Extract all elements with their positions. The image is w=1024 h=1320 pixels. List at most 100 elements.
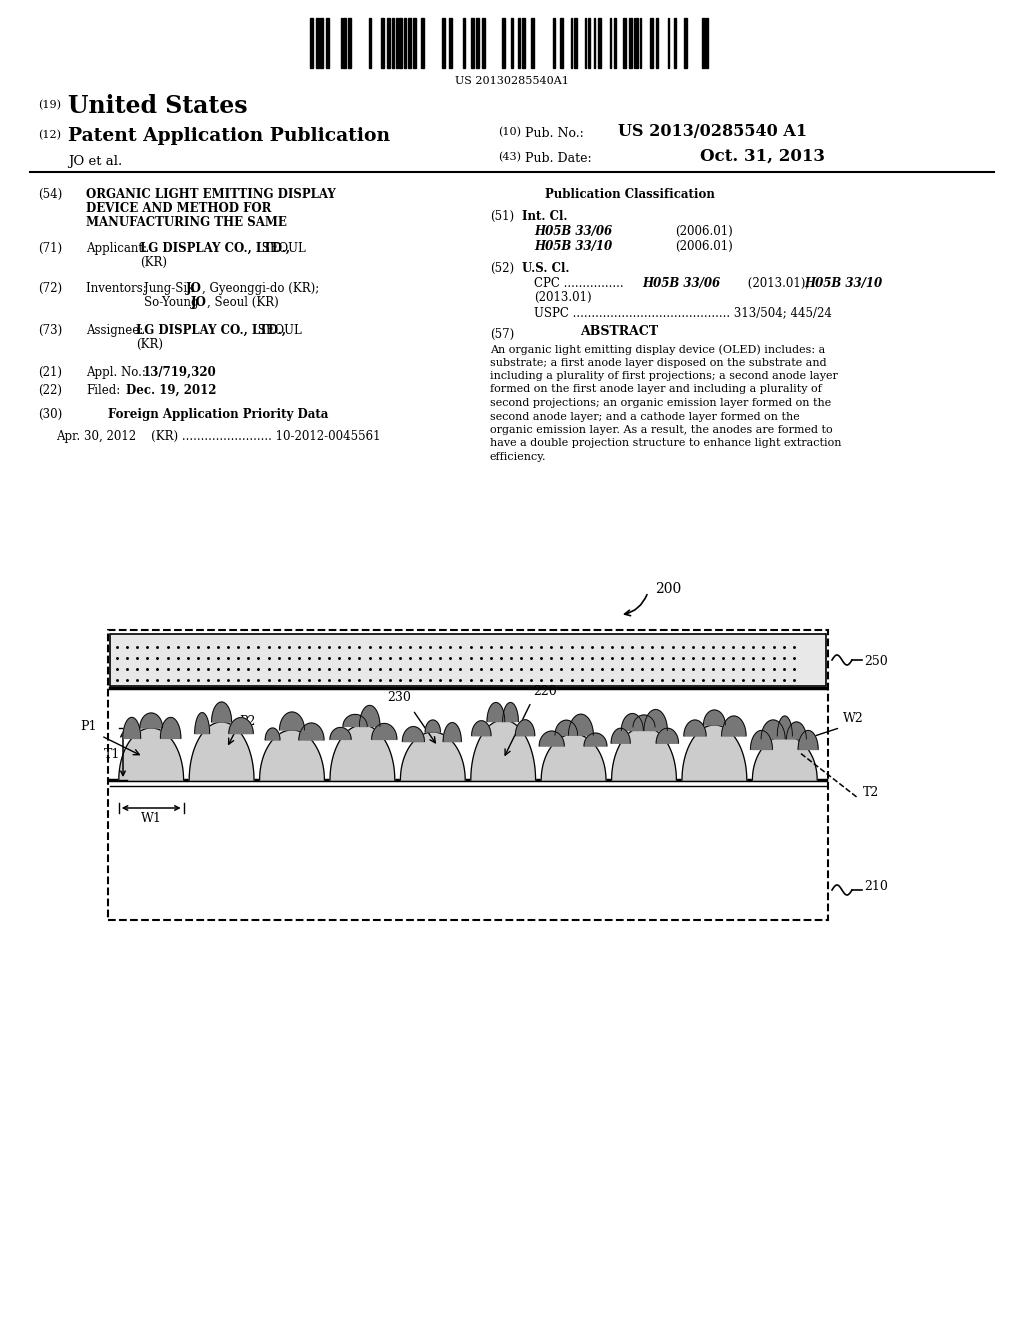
Polygon shape	[330, 725, 395, 780]
Text: JO: JO	[191, 296, 207, 309]
Bar	[502, 18, 505, 69]
Bar	[392, 18, 394, 69]
Text: (19): (19)	[38, 100, 61, 111]
Polygon shape	[656, 729, 679, 743]
Bar	[326, 18, 329, 69]
Polygon shape	[633, 715, 655, 727]
Text: (2006.01): (2006.01)	[675, 224, 733, 238]
Text: SEOUL: SEOUL	[254, 323, 302, 337]
Bar	[108, 630, 828, 920]
Polygon shape	[611, 729, 630, 743]
Text: efficiency.: efficiency.	[490, 451, 547, 462]
Bar	[588, 18, 590, 69]
Text: Dec. 19, 2012: Dec. 19, 2012	[126, 384, 216, 397]
Text: (52): (52)	[490, 261, 514, 275]
Bar	[310, 18, 313, 69]
Text: Applicant:: Applicant:	[86, 242, 151, 255]
Text: So-Young: So-Young	[144, 296, 203, 309]
Text: W2: W2	[843, 711, 864, 725]
Bar	[408, 18, 411, 69]
Polygon shape	[555, 721, 578, 735]
Text: ABSTRACT: ABSTRACT	[580, 325, 658, 338]
Text: CPC ................: CPC ................	[534, 277, 628, 290]
Bar	[522, 18, 525, 69]
Text: LG DISPLAY CO., LTD.,: LG DISPLAY CO., LTD.,	[140, 242, 290, 255]
Bar	[319, 18, 323, 69]
Bar	[476, 18, 479, 69]
Text: (2006.01): (2006.01)	[675, 240, 733, 253]
Text: Pub. No.:: Pub. No.:	[525, 127, 584, 140]
Text: (2013.01);: (2013.01);	[744, 277, 813, 290]
Text: Filed:: Filed:	[86, 384, 120, 397]
Bar	[636, 18, 638, 69]
Polygon shape	[212, 702, 231, 722]
Bar	[348, 18, 351, 69]
Bar	[421, 18, 424, 69]
Text: W1: W1	[140, 812, 162, 825]
Text: (30): (30)	[38, 408, 62, 421]
Polygon shape	[798, 730, 818, 750]
Polygon shape	[280, 711, 304, 730]
Polygon shape	[123, 717, 140, 738]
Text: (21): (21)	[38, 366, 62, 379]
Polygon shape	[265, 729, 280, 741]
Text: (43): (43)	[498, 152, 521, 162]
Text: 210: 210	[864, 879, 888, 892]
Polygon shape	[400, 733, 465, 780]
Text: H05B 33/06: H05B 33/06	[642, 277, 720, 290]
Bar	[110, 634, 826, 686]
Text: 250: 250	[864, 655, 888, 668]
Text: second anode layer; and a cathode layer formed on the: second anode layer; and a cathode layer …	[490, 412, 800, 421]
Polygon shape	[195, 713, 210, 734]
Text: US 20130285540A1: US 20130285540A1	[455, 77, 569, 86]
Text: (51): (51)	[490, 210, 514, 223]
Bar	[463, 18, 465, 69]
Text: MANUFACTURING THE SAME: MANUFACTURING THE SAME	[86, 216, 287, 228]
Bar	[381, 18, 384, 69]
Text: P1: P1	[81, 721, 97, 733]
Polygon shape	[515, 719, 535, 735]
Polygon shape	[684, 719, 707, 737]
Polygon shape	[622, 714, 643, 730]
Text: (12): (12)	[38, 129, 61, 140]
Text: Patent Application Publication: Patent Application Publication	[68, 127, 390, 145]
Bar	[531, 18, 534, 69]
Text: Publication Classification: Publication Classification	[545, 187, 715, 201]
Text: 230: 230	[387, 690, 411, 704]
Text: Assignee:: Assignee:	[86, 323, 147, 337]
Bar	[511, 18, 513, 69]
Text: T2: T2	[863, 787, 880, 800]
Text: (2013.01): (2013.01)	[534, 290, 592, 304]
Text: formed on the first anode layer and including a plurality of: formed on the first anode layer and incl…	[490, 384, 821, 395]
Polygon shape	[189, 722, 254, 780]
Text: LG DISPLAY CO., LTD.,: LG DISPLAY CO., LTD.,	[136, 323, 286, 337]
Bar	[482, 18, 485, 69]
Text: 220: 220	[534, 685, 557, 698]
Polygon shape	[161, 717, 181, 738]
Polygon shape	[260, 730, 325, 780]
Bar	[684, 18, 687, 69]
Text: (10): (10)	[498, 127, 521, 137]
Text: Appl. No.:: Appl. No.:	[86, 366, 150, 379]
Polygon shape	[343, 714, 368, 726]
Text: Foreign Application Priority Data: Foreign Application Priority Data	[108, 408, 329, 421]
Bar	[706, 18, 708, 69]
Polygon shape	[568, 714, 593, 735]
Polygon shape	[471, 719, 536, 780]
Bar	[387, 18, 390, 69]
Text: (57): (57)	[490, 327, 514, 341]
Bar	[442, 18, 445, 69]
Polygon shape	[359, 705, 380, 726]
Text: , Gyeonggi-do (KR);: , Gyeonggi-do (KR);	[202, 282, 319, 294]
Text: JO et al.: JO et al.	[68, 154, 122, 168]
Bar	[316, 18, 319, 69]
Polygon shape	[644, 710, 668, 730]
Text: USPC .......................................... 313/504; 445/24: USPC ...................................…	[534, 306, 831, 319]
Bar	[369, 18, 371, 69]
Bar	[560, 18, 563, 69]
Text: DEVICE AND METHOD FOR: DEVICE AND METHOD FOR	[86, 202, 271, 215]
Text: including a plurality of first projections; a second anode layer: including a plurality of first projectio…	[490, 371, 838, 381]
Text: United States: United States	[68, 94, 248, 117]
Text: Apr. 30, 2012    (KR) ........................ 10-2012-0045561: Apr. 30, 2012 (KR) .....................…	[56, 430, 381, 444]
Bar	[413, 18, 416, 69]
